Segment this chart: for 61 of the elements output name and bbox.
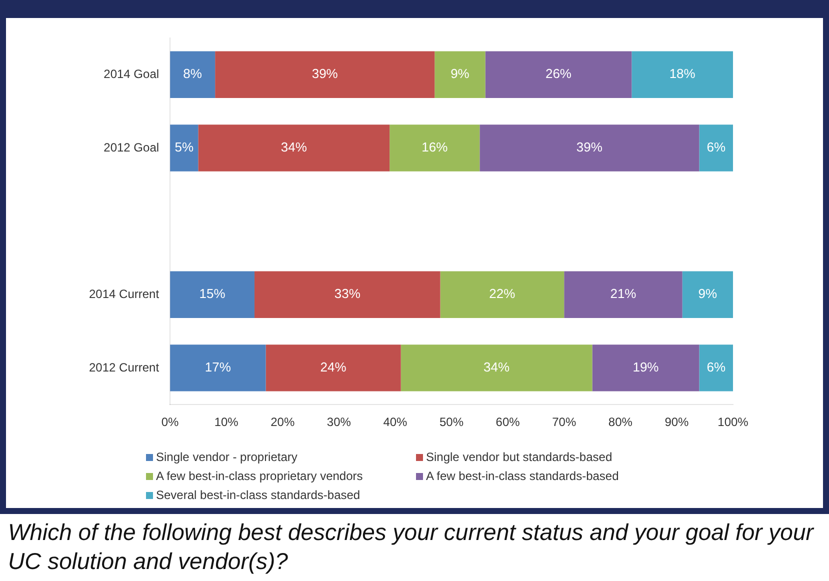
data-label: 9%: [698, 286, 718, 302]
bar: [480, 124, 700, 172]
text: Which of the following best describes your current status and your goal for your UC solution and vendor(s)?: [8, 518, 816, 576]
legend-label: A few best-in-class proprietary vendors: [155, 469, 364, 483]
bar: [170, 271, 254, 318]
data-label: 8%: [183, 66, 202, 82]
bar: [215, 51, 435, 98]
data-label: 5%: [174, 140, 194, 155]
x-tick-label: 80%: [608, 415, 633, 430]
data-label: 21%: [610, 286, 637, 302]
legend-label: Single vendor but standards-based: [425, 450, 614, 464]
bar: [400, 344, 592, 392]
data-label: 18%: [669, 66, 696, 82]
bar: [592, 344, 700, 392]
x-tick-label: 10%: [214, 415, 239, 430]
bar: [632, 51, 733, 98]
bar: [682, 271, 733, 318]
x-tick-label: 20%: [270, 415, 295, 430]
data-label: 6%: [706, 360, 726, 375]
x-tick-label: 60%: [496, 415, 520, 430]
x-tick-label: 0%: [161, 415, 180, 430]
bar: [699, 124, 733, 172]
x-tick-label: 40%: [383, 415, 408, 430]
data-label: 39%: [312, 66, 338, 82]
data-label: 34%: [280, 140, 308, 155]
y-tick-label: 2012 Goal: [104, 140, 160, 154]
bar: [390, 124, 480, 172]
bar: [564, 271, 682, 318]
x-tick-label: 70%: [552, 415, 576, 430]
legend-label: Several best-in-class standards-based: [155, 488, 362, 502]
x-tick-label: 90%: [664, 415, 690, 430]
y-tick-label: 2014 Current: [88, 286, 160, 301]
legend-label: Single vendor - proprietary: [155, 450, 298, 464]
bar: [434, 51, 486, 98]
bar: [485, 51, 632, 98]
data-label: 26%: [545, 66, 572, 82]
bar: [699, 344, 733, 392]
bar: [170, 124, 198, 172]
data-label: 15%: [199, 286, 226, 302]
data-label: 9%: [450, 66, 470, 82]
data-label: 17%: [204, 360, 232, 375]
bar: [170, 344, 266, 392]
data-label: 16%: [422, 140, 448, 155]
data-label: 6%: [706, 140, 726, 155]
y-tick-label: 2014 Goal: [104, 66, 160, 81]
data-label: 22%: [489, 286, 516, 302]
bar: [170, 51, 216, 98]
data-label: 34%: [484, 360, 510, 375]
y-tick-label: 2012 Current: [88, 360, 160, 374]
data-label: 19%: [632, 360, 660, 375]
bar: [266, 344, 401, 392]
x-tick-label: 50%: [440, 415, 464, 430]
data-label: 33%: [334, 286, 361, 302]
x-tick-label: 100%: [718, 415, 749, 430]
bar: [254, 271, 440, 318]
bar: [440, 271, 564, 318]
bar: [198, 124, 390, 172]
legend-label: A few best-in-class standards-based: [425, 469, 620, 483]
x-tick-label: 30%: [326, 415, 352, 430]
data-label: 24%: [320, 360, 347, 375]
data-label: 39%: [576, 140, 603, 155]
